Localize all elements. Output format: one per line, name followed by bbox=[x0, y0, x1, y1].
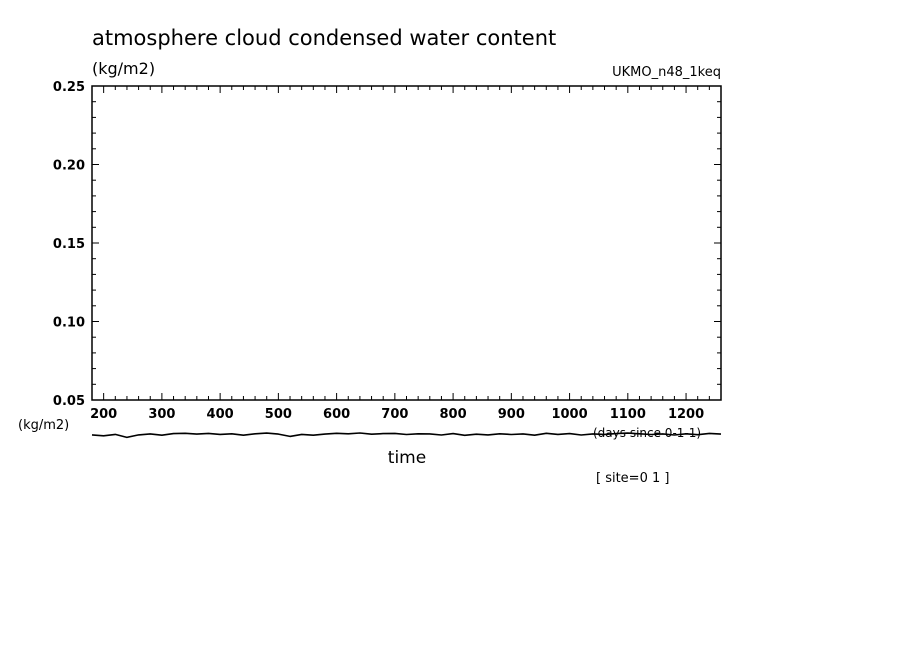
x-tick-label: 900 bbox=[498, 407, 525, 422]
y-axis: 0.25 0.20 0.15 0.10 0.05 bbox=[53, 80, 721, 409]
x-tick-label: 1000 bbox=[551, 407, 587, 422]
chart-title: atmosphere cloud condensed water content bbox=[92, 26, 556, 50]
x-tick-label: 400 bbox=[207, 407, 234, 422]
x-tick-label: 200 bbox=[90, 407, 117, 422]
left-units-label: (kg/m2) bbox=[18, 418, 69, 433]
x-tick-label: 500 bbox=[265, 407, 292, 422]
y-tick-label: 0.05 bbox=[53, 394, 85, 409]
y-tick-label: 0.25 bbox=[53, 80, 85, 95]
y-tick-label: 0.15 bbox=[53, 237, 85, 252]
x-axis-label: time bbox=[388, 448, 426, 468]
series-line-0 bbox=[91, 432, 722, 439]
x-tick-label: 600 bbox=[323, 407, 350, 422]
units-label: (kg/m2) bbox=[92, 59, 155, 78]
series-group bbox=[91, 432, 722, 439]
x-tick-label: 1100 bbox=[610, 407, 646, 422]
x-tick-label: 800 bbox=[440, 407, 467, 422]
x-units-label: (days since 0-1-1) bbox=[593, 426, 701, 440]
plot-frame bbox=[91, 85, 722, 401]
y-tick-label: 0.10 bbox=[53, 316, 85, 331]
source-label: UKMO_n48_1keq bbox=[612, 65, 721, 80]
y-tick-label: 0.20 bbox=[53, 159, 85, 174]
x-axis: 200 300 400 500 600 700 800 900 1000 1100 1200 bbox=[90, 86, 722, 422]
x-tick-label: 700 bbox=[381, 407, 408, 422]
x-tick-label: 300 bbox=[148, 407, 175, 422]
site-label: [ site=0 1 ] bbox=[596, 471, 669, 486]
x-tick-label: 1200 bbox=[668, 407, 704, 422]
